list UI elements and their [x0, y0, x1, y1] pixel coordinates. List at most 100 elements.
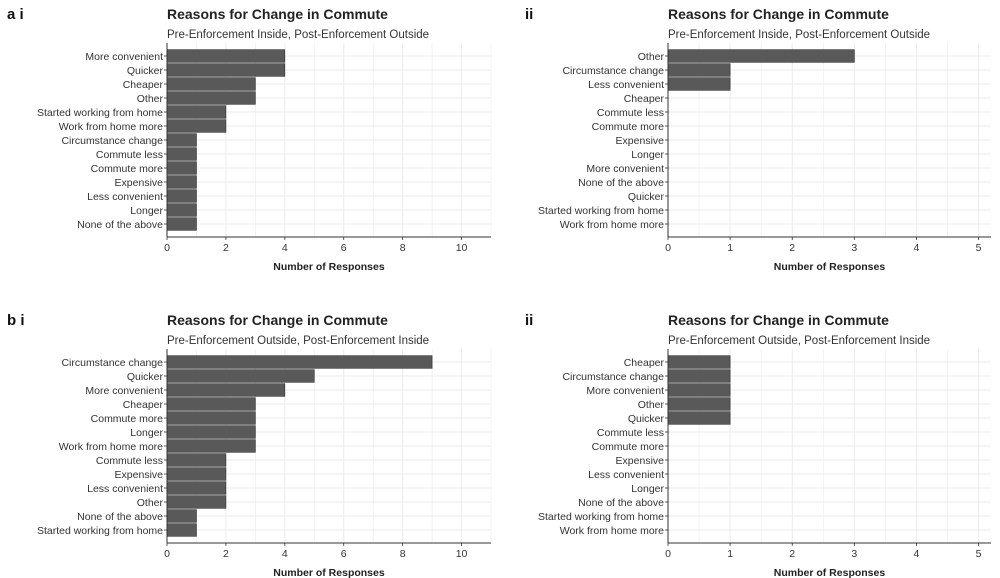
y-tick-label: Other: [638, 51, 665, 63]
y-tick-label: Cheaper: [624, 357, 665, 369]
y-tick-label: Circumstance change: [61, 135, 163, 147]
bar-other: [166, 495, 227, 509]
bar-less-convenient: [667, 77, 731, 91]
y-tick-label: Commute less: [597, 427, 664, 439]
category-labels: More convenient Quicker Cheaper Other Starte…: [37, 51, 167, 231]
y-tick-label: Expensive: [616, 455, 665, 467]
bars: [166, 49, 286, 231]
y-tick-label: Circumstance change: [61, 357, 163, 369]
bar-none-of-the-above: [166, 217, 197, 231]
x-tick-label: 8: [400, 242, 406, 254]
bar-circumstance-change: [166, 355, 433, 369]
x-tick-label: 0: [164, 548, 170, 560]
x-tick-label: 4: [282, 548, 288, 560]
y-tick-label: Circumstance change: [562, 65, 664, 77]
bar-other: [166, 91, 256, 105]
x-tick-label: 0: [164, 242, 170, 254]
x-tick-label: 0: [665, 548, 671, 560]
y-tick-label: Commute less: [597, 107, 664, 119]
y-tick-label: Less convenient: [87, 191, 163, 203]
bar-work-from-home-more: [166, 119, 227, 133]
x-axis-label: Number of Responses: [273, 261, 385, 273]
bar-other: [667, 397, 731, 411]
y-tick-label: Work from home more: [59, 121, 163, 133]
chart-b-ii: Reasons for Change in Commute Pre-Enforce…: [538, 312, 991, 578]
bar-commute-less: [166, 453, 227, 467]
bar-started-working-from-home: [166, 523, 197, 537]
y-tick-label: More convenient: [85, 385, 163, 397]
panel-label-b-i: b i: [7, 312, 25, 329]
x-tick-label: 4: [914, 548, 920, 560]
x-axis-label: Number of Responses: [774, 261, 886, 273]
x-tick-label: 5: [976, 242, 982, 254]
x-tick-label: 5: [976, 548, 982, 560]
y-tick-label: Work from home more: [59, 441, 163, 453]
y-tick-label: Quicker: [628, 413, 665, 425]
chart-b-i: Reasons for Change in Commute Pre-Enforce…: [37, 312, 492, 578]
bar-started-working-from-home: [166, 105, 227, 119]
y-tick-label: Other: [137, 93, 164, 105]
y-tick-label: Commute more: [91, 413, 164, 425]
y-tick-label: Longer: [631, 149, 664, 161]
x-tick-label: 4: [282, 242, 288, 254]
y-tick-label: Less convenient: [87, 483, 163, 495]
chart-title: Reasons for Change in Commute: [167, 312, 388, 328]
x-tick-label: 3: [851, 242, 857, 254]
x-tick-label: 2: [223, 548, 229, 560]
bar-commute-more: [166, 161, 197, 175]
chart-subtitle: Pre-Enforcement Outside, Post-Enforcemen…: [167, 335, 429, 347]
y-tick-label: Commute less: [96, 455, 163, 467]
y-tick-label: Other: [638, 399, 665, 411]
bar-more-convenient: [166, 383, 286, 397]
y-tick-label: Cheaper: [123, 79, 164, 91]
y-tick-label: Other: [137, 497, 164, 509]
bar-less-convenient: [166, 481, 227, 495]
y-tick-label: Commute more: [592, 441, 665, 453]
y-tick-label: None of the above: [77, 511, 163, 523]
category-labels: Other Circumstance change Less convenient C…: [538, 51, 668, 231]
x-tick-label: 8: [400, 548, 406, 560]
panel-label-a-ii: ii: [525, 6, 534, 23]
y-tick-label: Expensive: [115, 469, 164, 481]
y-tick-label: Work from home more: [560, 219, 664, 231]
y-tick-label: Expensive: [115, 177, 164, 189]
bar-expensive: [166, 175, 197, 189]
chart-title: Reasons for Change in Commute: [668, 312, 889, 328]
panel-label-b-ii: ii: [525, 312, 534, 329]
chart-title: Reasons for Change in Commute: [167, 6, 388, 22]
bar-more-convenient: [667, 383, 731, 397]
x-tick-label: 2: [789, 242, 795, 254]
x-tick-label: 6: [341, 548, 347, 560]
bar-commute-less: [166, 147, 197, 161]
bar-commute-more: [166, 411, 256, 425]
y-tick-label: More convenient: [85, 51, 163, 63]
x-tick-label: 6: [341, 242, 347, 254]
x-tick-label: 10: [456, 548, 468, 560]
bar-cheaper: [166, 77, 256, 91]
chart-a-ii: Reasons for Change in Commute Pre-Enforce…: [538, 6, 991, 273]
y-tick-label: Less convenient: [588, 79, 664, 91]
x-tick-labels: 0 2 4 6 8 10: [164, 237, 468, 254]
chart-title: Reasons for Change in Commute: [668, 6, 889, 22]
y-tick-label: None of the above: [578, 497, 664, 509]
y-tick-label: Longer: [130, 205, 163, 217]
y-tick-label: More convenient: [586, 163, 664, 175]
chart-subtitle: Pre-Enforcement Inside, Post-Enforcement…: [668, 29, 930, 41]
x-tick-label: 4: [914, 242, 920, 254]
y-tick-label: Commute less: [96, 149, 163, 161]
y-tick-label: Cheaper: [624, 93, 665, 105]
bar-longer: [166, 203, 197, 217]
bar-quicker: [667, 411, 731, 425]
bar-less-convenient: [166, 189, 197, 203]
y-tick-label: Commute more: [592, 121, 665, 133]
bar-cheaper: [667, 355, 731, 369]
y-tick-label: More convenient: [586, 385, 664, 397]
chart-subtitle: Pre-Enforcement Outside, Post-Enforcemen…: [668, 335, 930, 347]
panel-label-a-i: a i: [7, 6, 24, 23]
bar-circumstance-change: [667, 369, 731, 383]
y-tick-label: Started working from home: [538, 205, 664, 217]
y-tick-label: Started working from home: [37, 107, 163, 119]
bar-expensive: [166, 467, 227, 481]
bar-other: [667, 49, 855, 63]
category-labels: Cheaper Circumstance change More convenien…: [538, 357, 668, 537]
